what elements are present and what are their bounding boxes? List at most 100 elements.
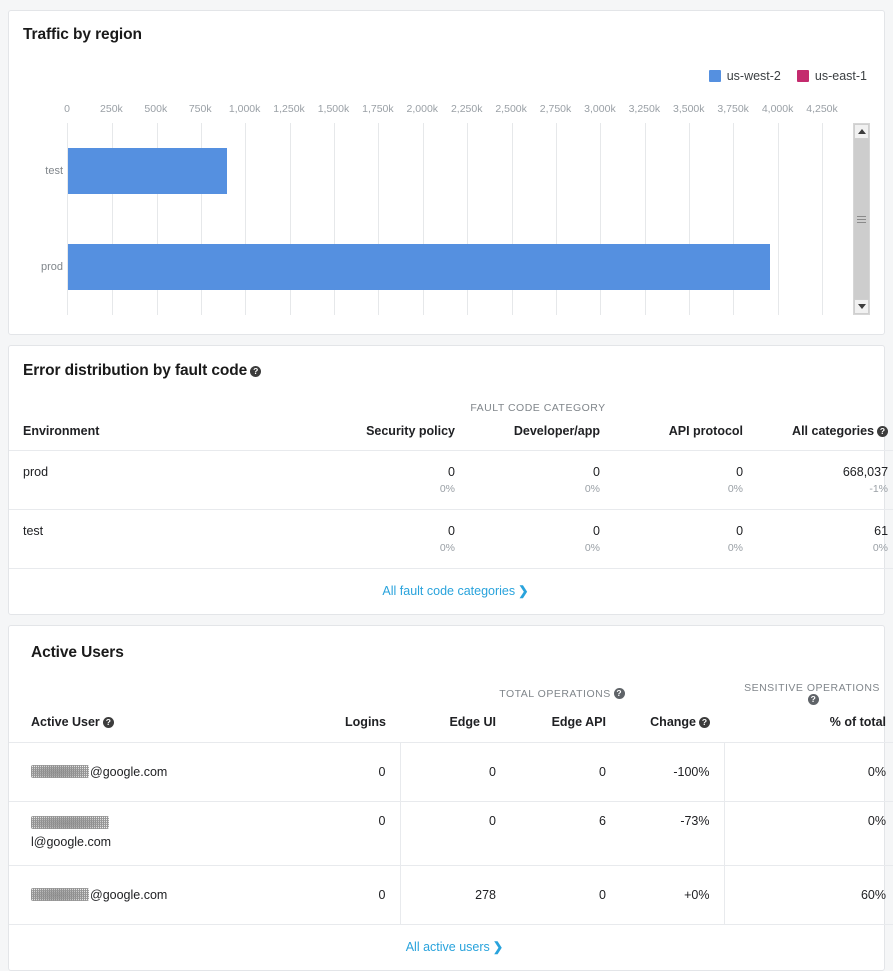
chart-gridline xyxy=(334,123,336,315)
traffic-by-region-card: Traffic by region us-west-2 us-east-1 0 2… xyxy=(8,10,885,335)
legend-item-us-east-1[interactable]: us-east-1 xyxy=(796,69,867,83)
chart-gridline xyxy=(201,123,203,315)
user-email: @google.com xyxy=(90,765,168,779)
delta: 0% xyxy=(584,483,600,495)
chart-gridline xyxy=(378,123,380,315)
cell-edge-api: 6 xyxy=(510,801,620,866)
cell-environment: prod xyxy=(9,450,319,510)
cell-active-user: @google.com xyxy=(9,742,317,802)
x-axis-tick-label: 750k xyxy=(188,103,212,115)
col-change: Change? xyxy=(620,710,724,743)
y-axis-category-label: prod xyxy=(40,261,63,273)
cell-developer-app: 0 0% xyxy=(469,509,614,569)
help-icon[interactable]: ? xyxy=(613,688,625,699)
x-axis-tick-label: 4,250k xyxy=(806,103,838,115)
col-active-user: Active User? xyxy=(9,710,317,743)
users-footer-row: All active users ❯ xyxy=(9,924,893,970)
fault-group-header-row: FAULT CODE CATEGORY xyxy=(9,380,893,418)
legend-label-us-east-1: us-east-1 xyxy=(814,69,867,83)
legend-label-us-west-2: us-west-2 xyxy=(726,69,781,83)
col-logins: Logins xyxy=(317,710,400,743)
chart-gridline xyxy=(555,123,557,315)
x-axis-tick-label: 3,500k xyxy=(672,103,705,115)
y-axis-category-label: test xyxy=(45,165,63,177)
cell-api-protocol: 0 0% xyxy=(614,450,758,510)
chart-legend: us-west-2 us-east-1 xyxy=(700,69,867,83)
col-label: Active User xyxy=(31,715,100,729)
delta: 0% xyxy=(727,542,744,554)
delta: -1% xyxy=(869,483,889,495)
traffic-card-title: Traffic by region xyxy=(23,26,142,43)
active-users-card: Active Users TOTAL OPERATIONS? SENSITIVE… xyxy=(8,625,893,971)
help-icon[interactable]: ? xyxy=(699,717,710,728)
all-fault-code-categories-link[interactable]: All fault code categories ❯ xyxy=(382,584,528,598)
x-axis-tick-label: 1,750k xyxy=(362,103,394,115)
cell-developer-app: 0 0% xyxy=(469,450,614,510)
chart-vertical-scrollbar[interactable] xyxy=(853,123,870,315)
chart-gridline xyxy=(467,123,469,315)
help-icon[interactable]: ? xyxy=(808,694,819,705)
cell-edge-ui: 0 xyxy=(399,742,510,802)
chart-gridline xyxy=(777,123,779,315)
x-axis-tick-label: 250k xyxy=(100,103,123,115)
error-distribution-card: Error distribution by fault code? FAULT … xyxy=(8,345,893,615)
scroll-up-icon[interactable] xyxy=(854,124,869,139)
redacted-username xyxy=(31,765,89,778)
cell-logins: 0 xyxy=(317,801,400,866)
cell-all-categories: 61 0% xyxy=(757,509,893,569)
chart-gridline xyxy=(688,123,690,315)
x-axis-tick-label: 1,250k xyxy=(273,103,305,115)
table-row: @google.com 0 278 0 +0% 60% xyxy=(9,865,893,925)
help-icon[interactable]: ? xyxy=(102,717,114,728)
chart-bar[interactable] xyxy=(68,244,770,290)
cell-change: -73% xyxy=(620,801,724,866)
delta: 0% xyxy=(439,483,455,495)
x-axis-tick-label: 3,750k xyxy=(717,103,749,115)
chart-bar[interactable] xyxy=(68,148,227,194)
legend-swatch-us-west-2 xyxy=(708,70,721,82)
cell-pct-of-total: 0% xyxy=(723,801,893,866)
table-row: @google.com 0 0 0 -100% 0% xyxy=(9,742,893,802)
chart-gridline xyxy=(511,123,513,315)
group-label: TOTAL OPERATIONS xyxy=(499,688,611,700)
value: 61 xyxy=(874,524,889,538)
delta: 0% xyxy=(872,542,889,554)
chart-gridline xyxy=(600,123,602,315)
scrollbar-thumb[interactable] xyxy=(854,139,869,299)
cell-edge-ui: 0 xyxy=(399,801,510,866)
col-all-categories: All categories? xyxy=(757,418,893,451)
value: 0 xyxy=(448,524,455,538)
value: 0 xyxy=(448,465,455,479)
chart-x-axis: 0 250k 500k 750k 1,000k 1,250k 1,500k 1,750k 2,0… xyxy=(64,103,838,123)
x-axis-tick-label: 3,000k xyxy=(584,103,616,115)
cell-api-protocol: 0 0% xyxy=(614,509,758,569)
chart-gridline xyxy=(156,123,158,315)
col-environment: Environment xyxy=(9,418,319,451)
chart-plot-area: 0 250k 500k 750k 1,000k 1,250k 1,500k 1,750k 2,0… xyxy=(23,103,870,320)
redacted-username xyxy=(31,816,109,829)
chart-gridline xyxy=(822,123,823,315)
fault-code-table: FAULT CODE CATEGORY Environment Security… xyxy=(9,380,893,614)
link-label: All fault code categories xyxy=(382,584,516,598)
chart-gridline xyxy=(289,123,291,315)
help-icon[interactable]: ? xyxy=(877,426,889,437)
active-users-table: TOTAL OPERATIONS? SENSITIVE OPERATIONS? … xyxy=(9,662,893,970)
value: 0 xyxy=(736,524,744,538)
cell-logins: 0 xyxy=(317,742,400,802)
cell-all-categories: 668,037 -1% xyxy=(757,450,893,510)
users-header-row: Active User? Logins Edge UI Edge API Cha… xyxy=(9,710,893,743)
error-distribution-title: Error distribution by fault code? xyxy=(9,346,884,380)
scroll-down-icon[interactable] xyxy=(854,299,869,314)
x-axis-tick-label: 500k xyxy=(144,103,168,115)
cell-security-policy: 0 0% xyxy=(319,450,469,510)
legend-item-us-west-2[interactable]: us-west-2 xyxy=(708,69,781,83)
x-axis-tick-label: 0 xyxy=(64,103,70,115)
all-active-users-link[interactable]: All active users ❯ xyxy=(406,940,504,954)
cell-edge-ui: 278 xyxy=(399,865,510,925)
help-icon[interactable]: ? xyxy=(250,366,262,377)
col-pct-of-total: % of total xyxy=(724,710,893,743)
x-axis-tick-label: 2,750k xyxy=(539,103,572,115)
col-edge-ui: Edge UI xyxy=(400,710,510,743)
legend-swatch-us-east-1 xyxy=(796,70,809,82)
user-email: @google.com xyxy=(90,887,168,902)
